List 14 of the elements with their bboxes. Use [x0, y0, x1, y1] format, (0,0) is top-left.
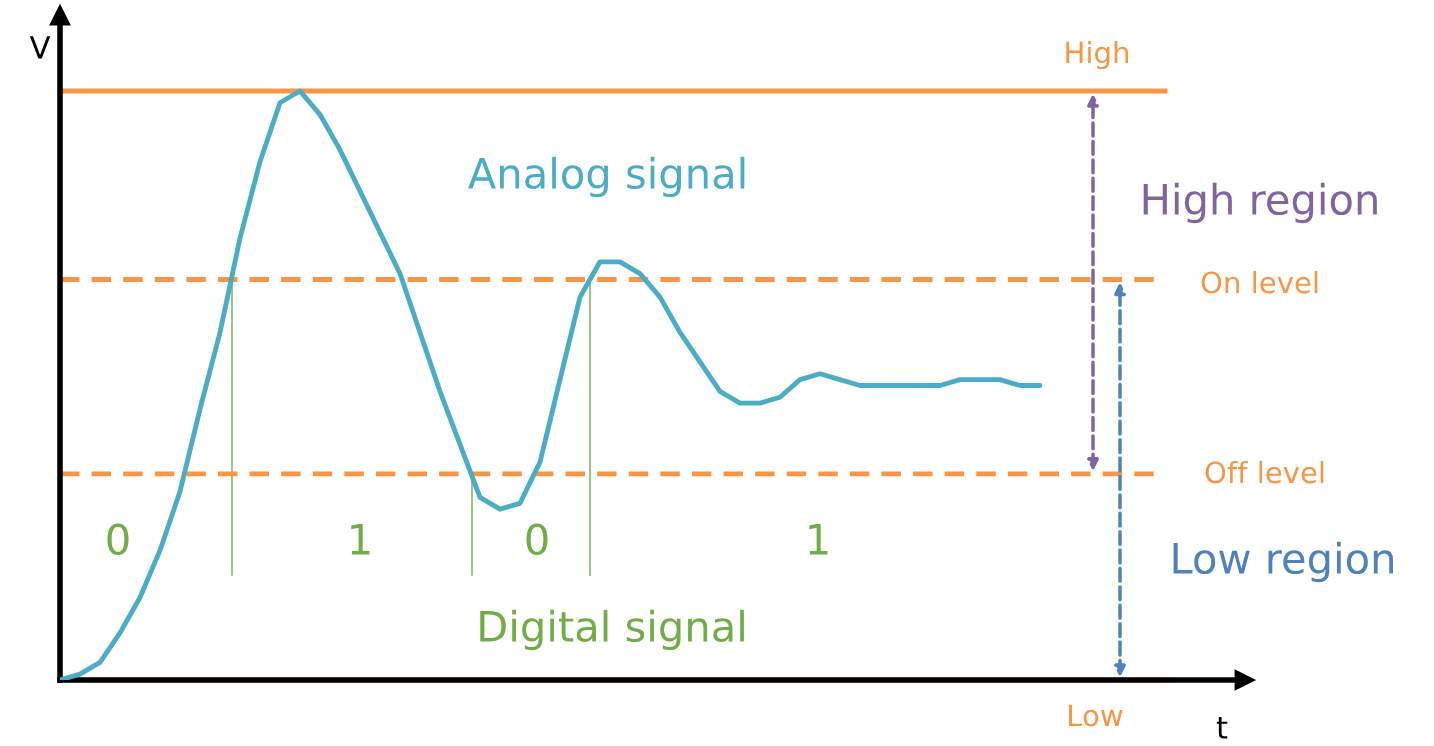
text: t: [1216, 716, 1228, 739]
y-axis-title: V: [29, 36, 51, 59]
ref-line-label: Low: [1069, 704, 1123, 727]
ref-line-label: Off level: [1205, 460, 1324, 484]
annotation: Digital signal: [480, 609, 744, 651]
annotation: 1: [351, 524, 370, 555]
annotation: 0: [526, 523, 548, 556]
annotation: Analog signal: [468, 156, 745, 198]
ref-line-label: High: [1066, 40, 1129, 70]
annotation: 1: [809, 524, 828, 555]
text: High region: [1143, 182, 1377, 224]
text: Low region: [1173, 541, 1393, 583]
annotation: 0: [107, 523, 129, 556]
ref-line-label: On level: [1201, 270, 1318, 294]
